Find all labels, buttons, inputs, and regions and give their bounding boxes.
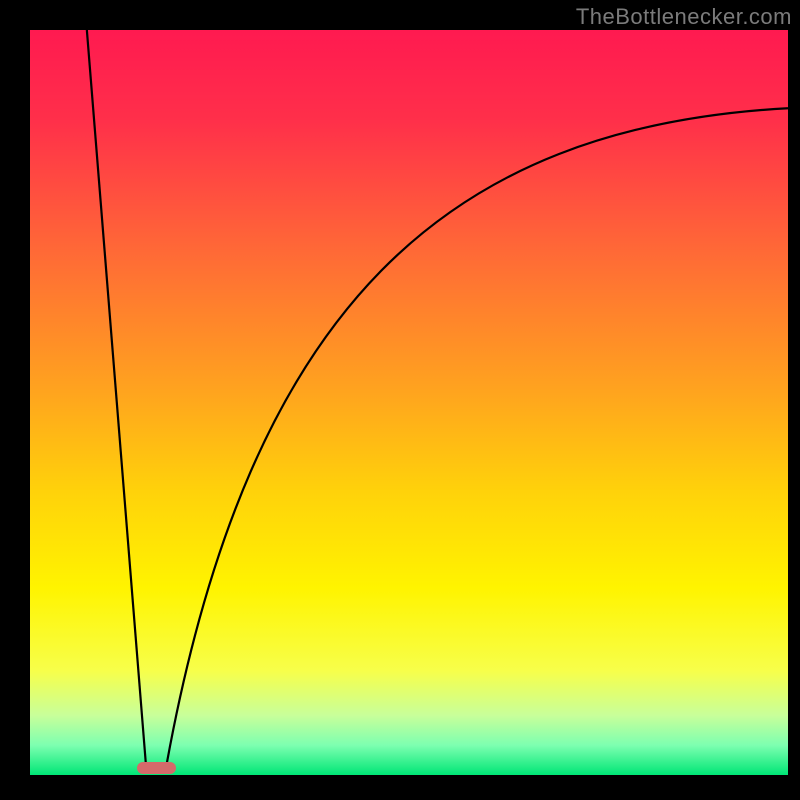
left-line: [87, 30, 146, 765]
right-curve: [166, 108, 788, 765]
watermark-text: TheBottlenecker.com: [576, 4, 792, 30]
bottom-marker: [137, 762, 176, 774]
chart-frame: TheBottlenecker.com: [0, 0, 800, 800]
curve-layer: [30, 30, 788, 775]
plot-area: [30, 30, 788, 775]
